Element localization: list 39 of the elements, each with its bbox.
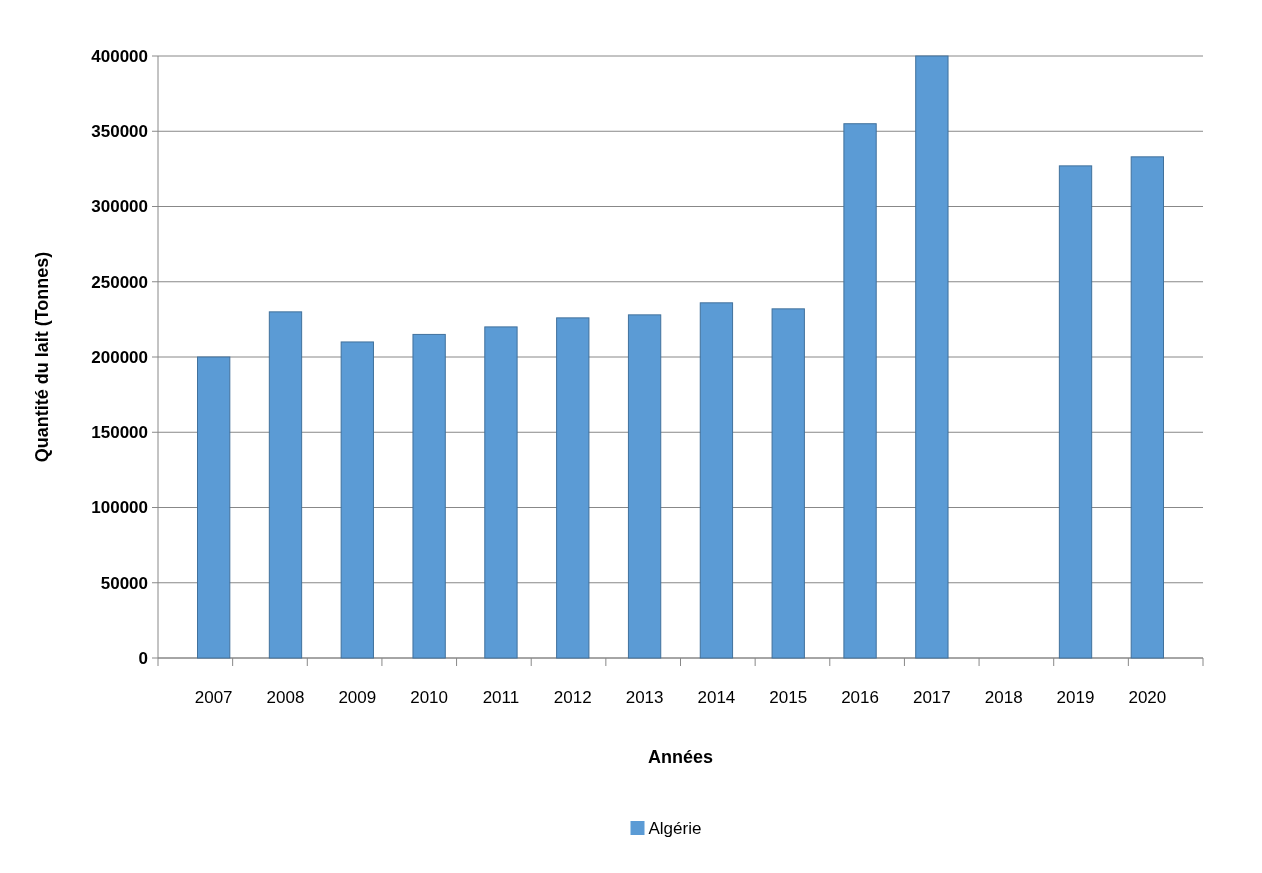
x-tick-label: 2015 xyxy=(769,688,808,707)
x-tick-label: 2014 xyxy=(697,688,736,707)
y-tick-label: 100000 xyxy=(91,498,148,518)
x-tick-label: 2020 xyxy=(1128,688,1167,707)
y-axis-title: Quantité du lait (Tonnes) xyxy=(32,251,52,463)
bar xyxy=(484,326,518,659)
y-tick-label: 150000 xyxy=(91,423,148,443)
x-tick-label: 2018 xyxy=(984,688,1023,707)
y-tick-label: 200000 xyxy=(91,347,148,367)
y-tick-label: 50000 xyxy=(100,573,148,593)
bar xyxy=(1058,165,1093,659)
bar xyxy=(1130,156,1164,659)
y-tick-label: 350000 xyxy=(91,122,148,142)
x-tick-label: 2010 xyxy=(410,688,449,707)
y-tick-label: 0 xyxy=(138,648,148,668)
bar xyxy=(268,311,303,659)
bar xyxy=(412,333,446,659)
x-tick-label: 2019 xyxy=(1056,688,1095,707)
bar xyxy=(915,55,949,659)
bar xyxy=(556,317,590,659)
x-tick-label: 2012 xyxy=(553,688,592,707)
x-tick-label: 2013 xyxy=(625,688,664,707)
x-tick-label: 2016 xyxy=(841,688,879,707)
bar xyxy=(699,302,734,659)
bar xyxy=(197,356,231,659)
bar xyxy=(771,308,805,659)
bar xyxy=(627,314,662,659)
y-tick-label: 400000 xyxy=(91,46,148,66)
x-tick-label: 2011 xyxy=(482,688,520,707)
x-tick-label: 2008 xyxy=(266,688,305,707)
x-tick-label: 2007 xyxy=(194,688,233,707)
x-axis-title: Années xyxy=(647,747,714,767)
x-tick-label: 2009 xyxy=(338,688,377,707)
bar xyxy=(843,123,877,659)
bar xyxy=(340,341,374,659)
y-tick-label: 250000 xyxy=(91,272,148,292)
legend-label: Algérie xyxy=(648,818,702,838)
x-tick-label: 2017 xyxy=(912,688,951,707)
y-tick-label: 300000 xyxy=(91,197,148,217)
